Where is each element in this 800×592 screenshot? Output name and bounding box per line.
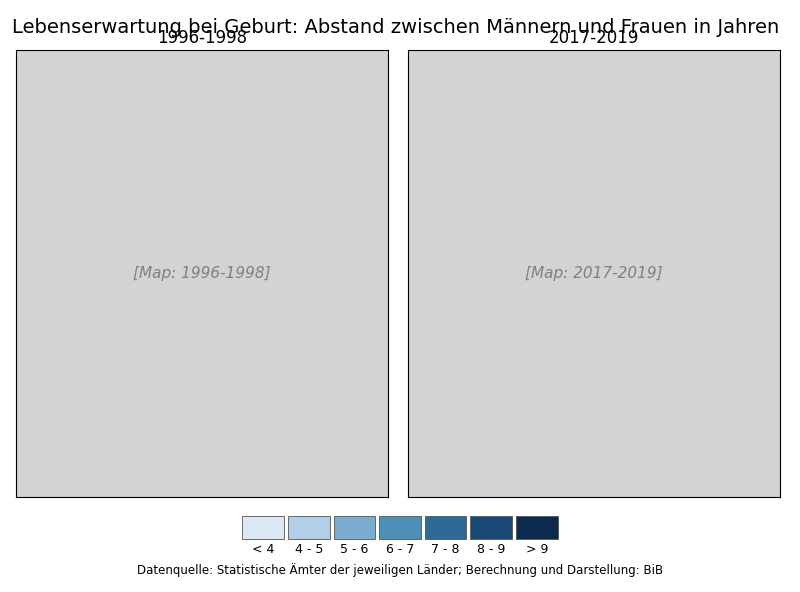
Title: 1996-1998: 1996-1998 <box>157 30 247 47</box>
Text: 8 - 9: 8 - 9 <box>477 543 506 556</box>
Text: 4 - 5: 4 - 5 <box>294 543 323 556</box>
Text: 7 - 8: 7 - 8 <box>431 543 460 556</box>
Title: 2017-2019: 2017-2019 <box>549 30 639 47</box>
Text: > 9: > 9 <box>526 543 548 556</box>
Text: 6 - 7: 6 - 7 <box>386 543 414 556</box>
Text: 5 - 6: 5 - 6 <box>340 543 369 556</box>
Text: [Map: 1996-1998]: [Map: 1996-1998] <box>133 266 271 281</box>
Text: < 4: < 4 <box>252 543 274 556</box>
Text: Lebenserwartung bei Geburt: Abstand zwischen Männern und Frauen in Jahren: Lebenserwartung bei Geburt: Abstand zwis… <box>12 18 779 37</box>
Text: [Map: 2017-2019]: [Map: 2017-2019] <box>525 266 663 281</box>
Text: Datenquelle: Statistische Ämter der jeweiligen Länder; Berechnung und Darstellun: Datenquelle: Statistische Ämter der jewe… <box>137 563 663 577</box>
